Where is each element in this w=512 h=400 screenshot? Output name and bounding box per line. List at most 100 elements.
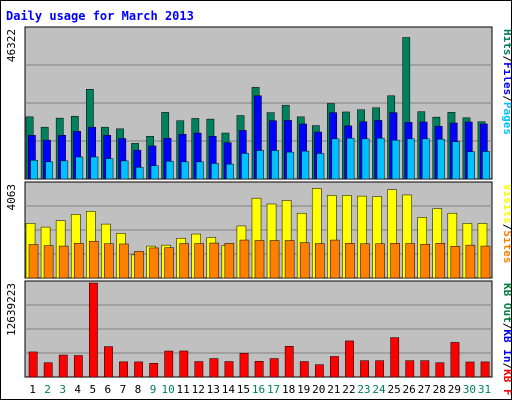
sites-bar <box>299 242 310 279</box>
pages-bar <box>376 137 385 180</box>
x-tick-label: 14 <box>222 383 236 396</box>
x-tick-label: 2 <box>44 383 51 396</box>
series-legend-3: KB Out/KB In/KB F <box>501 283 511 396</box>
kbf-bar <box>420 360 430 378</box>
y-max-label-2: 4063 <box>5 184 18 211</box>
x-tick-label: 22 <box>342 383 355 396</box>
sites-bar <box>119 243 129 279</box>
sites-bar <box>480 245 491 279</box>
legend-entry: KB In <box>501 329 511 362</box>
kbf-bar <box>73 355 83 378</box>
sites-bar <box>345 243 355 279</box>
kbf-bar <box>239 352 249 378</box>
pages-bar <box>331 138 340 180</box>
x-tick-label: 21 <box>327 383 340 396</box>
kbf-bar <box>119 361 128 378</box>
legend-entry: Sites <box>501 230 511 263</box>
sites-bar <box>314 243 325 279</box>
x-tick-label: 11 <box>177 383 190 396</box>
x-tick-label: 31 <box>478 383 491 396</box>
pages-bar <box>60 160 69 180</box>
x-tick-label: 29 <box>448 383 461 396</box>
x-tick-label: 26 <box>403 383 416 396</box>
x-tick-label: 24 <box>372 383 386 396</box>
pages-bar <box>467 151 475 180</box>
kbf-bar <box>269 358 279 378</box>
x-tick-label: 8 <box>135 383 142 396</box>
sites-bar <box>224 243 235 279</box>
pages-bar <box>30 159 39 180</box>
pages-bar <box>195 161 204 180</box>
sites-bar <box>89 240 99 279</box>
pages-bar <box>211 163 219 180</box>
x-tick-label: 23 <box>357 383 370 396</box>
pages-bar <box>226 163 234 180</box>
pages-bar <box>256 150 264 180</box>
x-tick-label: 7 <box>120 383 127 396</box>
sites-bar <box>330 239 340 279</box>
pages-bar <box>180 161 189 180</box>
sites-bar <box>134 251 144 279</box>
kbf-bar <box>330 356 339 378</box>
sites-bar <box>435 243 446 279</box>
sites-bar <box>149 247 159 279</box>
x-tick-label: 28 <box>433 383 446 396</box>
sites-bar <box>209 242 220 279</box>
pages-bar <box>135 167 144 180</box>
kbf-bar <box>209 358 219 378</box>
kbf-bar <box>450 342 460 378</box>
legend-entry: Pages <box>501 102 511 135</box>
x-tick-label: 27 <box>418 383 431 396</box>
kbf-bar <box>224 361 234 378</box>
sites-bar <box>284 240 295 279</box>
kbf-bar <box>465 361 475 378</box>
kbf-bar <box>179 350 189 378</box>
pages-bar <box>120 160 129 180</box>
x-tick-label: 5 <box>89 383 96 396</box>
pages-bar <box>361 138 370 180</box>
legend-entry: / <box>501 224 511 231</box>
sites-bar <box>73 243 84 279</box>
kbf-bar <box>43 362 53 378</box>
sites-bar <box>269 240 280 279</box>
pages-bar <box>452 141 460 180</box>
x-tick-label: 4 <box>74 383 81 396</box>
pages-bar <box>286 151 295 180</box>
kbf-bar <box>360 360 369 378</box>
kbf-bar <box>435 362 445 378</box>
kbf-bar <box>284 346 294 378</box>
pages-bar <box>75 156 84 180</box>
pages-bar <box>437 138 445 180</box>
sites-bar <box>360 243 370 279</box>
pages-bar <box>241 153 249 180</box>
pages-bar <box>105 158 114 180</box>
legend-entry: / <box>501 95 511 102</box>
sites-bar <box>164 247 174 279</box>
legend-entry: / <box>501 323 511 330</box>
pages-bar <box>150 165 159 180</box>
sites-bar <box>194 243 205 279</box>
kbf-bar <box>104 346 113 378</box>
kbf-bar <box>89 282 98 378</box>
y-max-label-1: 46322 <box>5 29 18 62</box>
sites-bar <box>375 243 385 279</box>
pages-bar <box>391 139 400 180</box>
sites-bar <box>465 244 476 279</box>
pages-bar <box>316 153 325 180</box>
kbf-bar <box>149 363 159 378</box>
legend-entry: Files <box>501 62 511 95</box>
x-tick-label: 19 <box>297 383 310 396</box>
pages-bar <box>421 138 430 180</box>
sites-bar <box>43 245 54 279</box>
sites-bar <box>405 243 415 279</box>
x-tick-label: 25 <box>387 383 400 396</box>
sites-bar <box>28 244 39 279</box>
x-tick-label: 13 <box>207 383 220 396</box>
series-legend-1: Hits/Files/Pages <box>501 29 511 135</box>
legend-entry: Hits <box>501 29 511 56</box>
sites-bar <box>179 243 189 279</box>
sites-bar <box>104 243 114 279</box>
x-tick-label: 30 <box>463 383 476 396</box>
